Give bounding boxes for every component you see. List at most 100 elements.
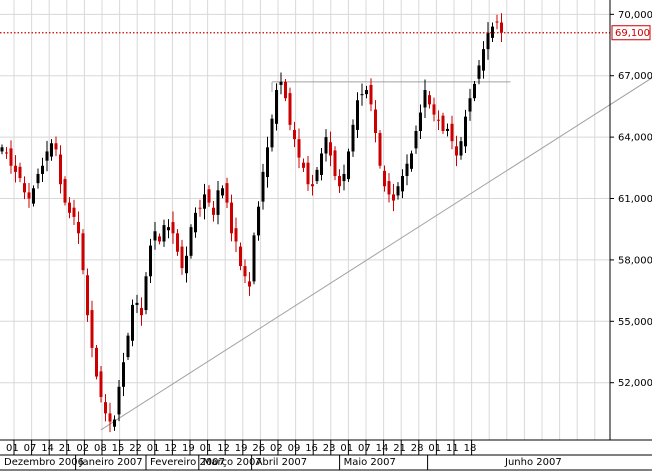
candle-body: [50, 143, 53, 157]
candle-body: [360, 94, 364, 96]
candle-body: [185, 255, 188, 274]
plot-area: [0, 0, 610, 440]
candle-body: [171, 222, 175, 234]
candle-body: [162, 225, 166, 242]
y-tick-label: 61,000: [618, 194, 652, 205]
candle-body: [122, 362, 125, 387]
candle-body: [329, 142, 332, 156]
candle-body: [167, 227, 170, 231]
x-day-label: 19: [235, 443, 248, 454]
candle-body: [54, 143, 58, 150]
candle-body: [59, 154, 62, 185]
candle-body: [473, 83, 476, 99]
x-day-label: 12: [164, 443, 177, 454]
candle-body: [455, 146, 458, 156]
candle-body: [104, 402, 107, 414]
candle-body: [405, 163, 409, 176]
candle-body: [5, 152, 8, 154]
x-day-label: 18: [464, 443, 477, 454]
candle-body: [239, 246, 242, 267]
x-day-label: 14: [376, 443, 389, 454]
candle-body: [342, 173, 346, 182]
candle-body: [383, 170, 386, 187]
candle-body: [378, 133, 382, 166]
x-day-label: 08: [94, 443, 107, 454]
x-day-label: 26: [252, 443, 265, 454]
candle-body: [221, 188, 224, 196]
candle-body: [32, 188, 35, 204]
x-day-label: 23: [323, 443, 336, 454]
candle-body: [77, 222, 80, 234]
candle-body: [333, 150, 337, 176]
x-month-label: Março 2007: [203, 457, 262, 468]
candle-body: [212, 207, 215, 215]
candle-body: [144, 276, 148, 311]
x-day-label: 28: [411, 443, 424, 454]
candle-body: [108, 413, 112, 422]
candle-body: [315, 169, 319, 182]
candle-body: [135, 302, 139, 305]
candle-body: [423, 90, 427, 108]
x-day-label: 15: [112, 443, 125, 454]
candle-body: [63, 179, 67, 203]
candle-body: [225, 183, 229, 203]
x-month-label: Maio 2007: [344, 457, 396, 468]
candle-body: [464, 116, 467, 147]
candle-body: [257, 206, 260, 236]
x-day-label: 14: [41, 443, 54, 454]
current-price-label: 69,100: [615, 28, 650, 39]
candle-body: [293, 129, 296, 140]
candle-body: [86, 275, 89, 316]
candle-body: [351, 124, 355, 152]
x-axis: 01 07 14 21 02 08 15 22 01 12 19 01 12 19 26 02 09 16 23 01…: [0, 439, 652, 471]
candle-body: [297, 139, 301, 158]
candle-body: [126, 335, 130, 358]
candle-body: [279, 81, 283, 85]
y-tick-label: 67,000: [618, 71, 652, 82]
candle-body: [392, 194, 395, 201]
candle-body: [180, 246, 184, 269]
x-day-label: 01: [147, 443, 160, 454]
current-price-marker: 69,100: [0, 25, 651, 41]
candle-body: [428, 95, 431, 105]
candle-body: [198, 207, 202, 209]
x-day-label: 19: [182, 443, 195, 454]
y-tick-label: 58,000: [618, 255, 652, 266]
candle-body: [99, 371, 103, 398]
candle-body: [356, 100, 359, 130]
candle-body: [158, 236, 161, 242]
candle-body: [243, 266, 247, 277]
candle-body: [324, 137, 328, 154]
candle-body: [482, 49, 485, 71]
candle-body: [500, 22, 503, 33]
candle-body: [450, 123, 454, 142]
candle-body: [432, 104, 436, 115]
candle-body: [140, 308, 143, 316]
candle-body: [41, 165, 44, 174]
current-price-box: [611, 25, 651, 41]
candle-body: [117, 386, 121, 415]
candle-body: [441, 115, 445, 131]
candle-body: [266, 147, 269, 178]
candle-body: [306, 162, 310, 185]
candle-body: [194, 212, 197, 233]
candle-body: [401, 176, 404, 192]
candle-body: [234, 228, 238, 242]
x-day-label: 16: [305, 443, 318, 454]
candle-body: [0, 147, 4, 152]
x-month-label: Junho 2007: [504, 457, 562, 468]
candle-body: [459, 141, 463, 156]
candle-body: [95, 347, 98, 377]
candle-body: [45, 151, 49, 161]
y-tick-label: 70,000: [618, 10, 652, 21]
candle-body: [27, 192, 31, 199]
candle-body: [203, 194, 206, 209]
x-day-label: 01: [6, 443, 19, 454]
candle-body: [302, 162, 305, 168]
candle-body: [419, 112, 422, 131]
candle-body: [68, 202, 71, 213]
candle-body: [374, 109, 377, 134]
candle-body: [311, 184, 314, 187]
candle-body: [446, 128, 449, 131]
